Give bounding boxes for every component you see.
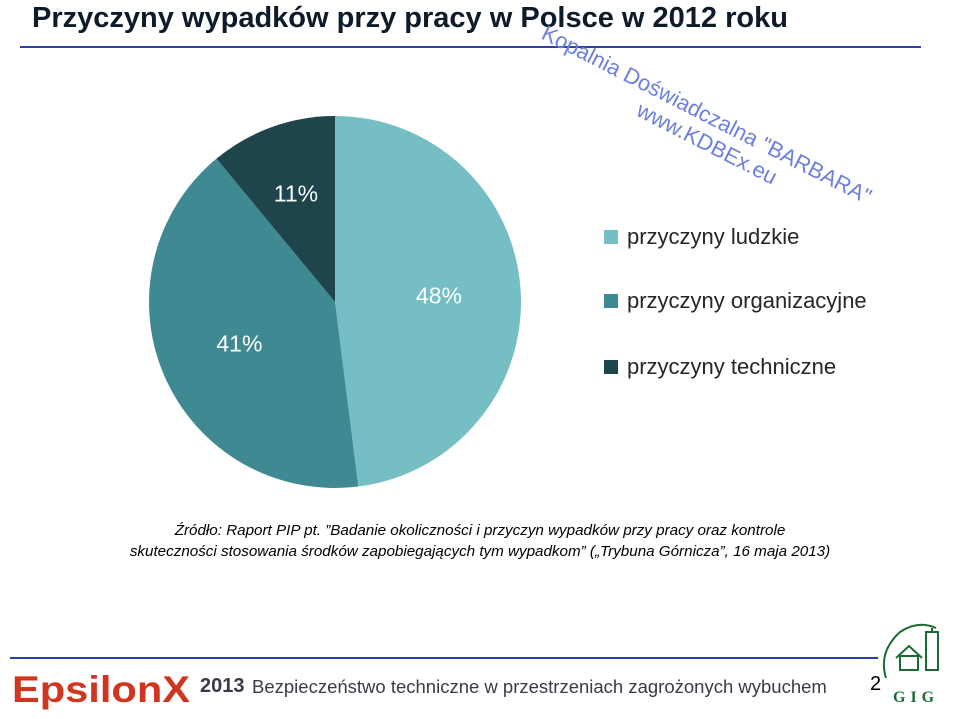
legend-swatch-techniczne <box>604 360 618 374</box>
page-number: 2 <box>870 673 882 695</box>
legend-item-organizacyjne: przyczyny organizacyjne <box>604 286 867 316</box>
legend-swatch-ludzkie <box>604 230 618 244</box>
pie-slice-organizacyjne <box>149 158 359 488</box>
legend-swatch-organizacyjne <box>604 294 618 308</box>
pie-slice-ludzkie <box>335 116 522 487</box>
pie-label-techniczne: 11% <box>274 180 318 206</box>
pie-label-ludzkie: 48% <box>416 282 462 308</box>
legend-label-ludzkie: przyczyny ludzkie <box>627 224 800 249</box>
pie-label-organizacyjne: 41% <box>216 330 262 356</box>
pie-chart: 48% 41% 11% <box>149 116 522 488</box>
legend-label-organizacyjne: przyczyny organizacyjne <box>627 288 867 313</box>
footer-conference-title: Bezpieczeństwo techniczne w przestrzenia… <box>252 676 827 697</box>
epsilonx-logo: EpsilonX <box>12 669 190 710</box>
watermark-line-1: Kopalnia Doświadczalna "BARBARA" <box>538 20 876 209</box>
gig-logo-text: GIG <box>893 689 940 706</box>
legend-item-ludzkie: przyczyny ludzkie <box>604 222 799 252</box>
pie-labels: 48% 41% 11% <box>216 180 462 356</box>
epsilonx-logo-text: EpsilonX <box>12 669 190 710</box>
source-note: Źródło: Raport PIP pt. ”Badanie okoliczn… <box>60 520 900 562</box>
footer-year: 2013 <box>200 675 245 697</box>
pie-slice-techniczne <box>216 116 335 302</box>
watermark-line-2: www.KDBEx.eu <box>632 97 782 190</box>
slide-title: Przyczyny wypadków przy pracy w Polsce w… <box>32 2 788 34</box>
source-line-1: Źródło: Raport PIP pt. ”Badanie okoliczn… <box>174 522 786 539</box>
source-line-2: skuteczności stosowania środków zapobieg… <box>129 543 831 560</box>
legend-item-techniczne: przyczyny techniczne <box>604 352 836 382</box>
gig-emblem-icon <box>882 623 939 679</box>
pie-slices <box>149 116 522 488</box>
title-divider <box>20 46 921 48</box>
legend-label-techniczne: przyczyny techniczne <box>627 354 837 379</box>
footer-divider <box>10 657 878 659</box>
gig-logo <box>882 623 939 679</box>
